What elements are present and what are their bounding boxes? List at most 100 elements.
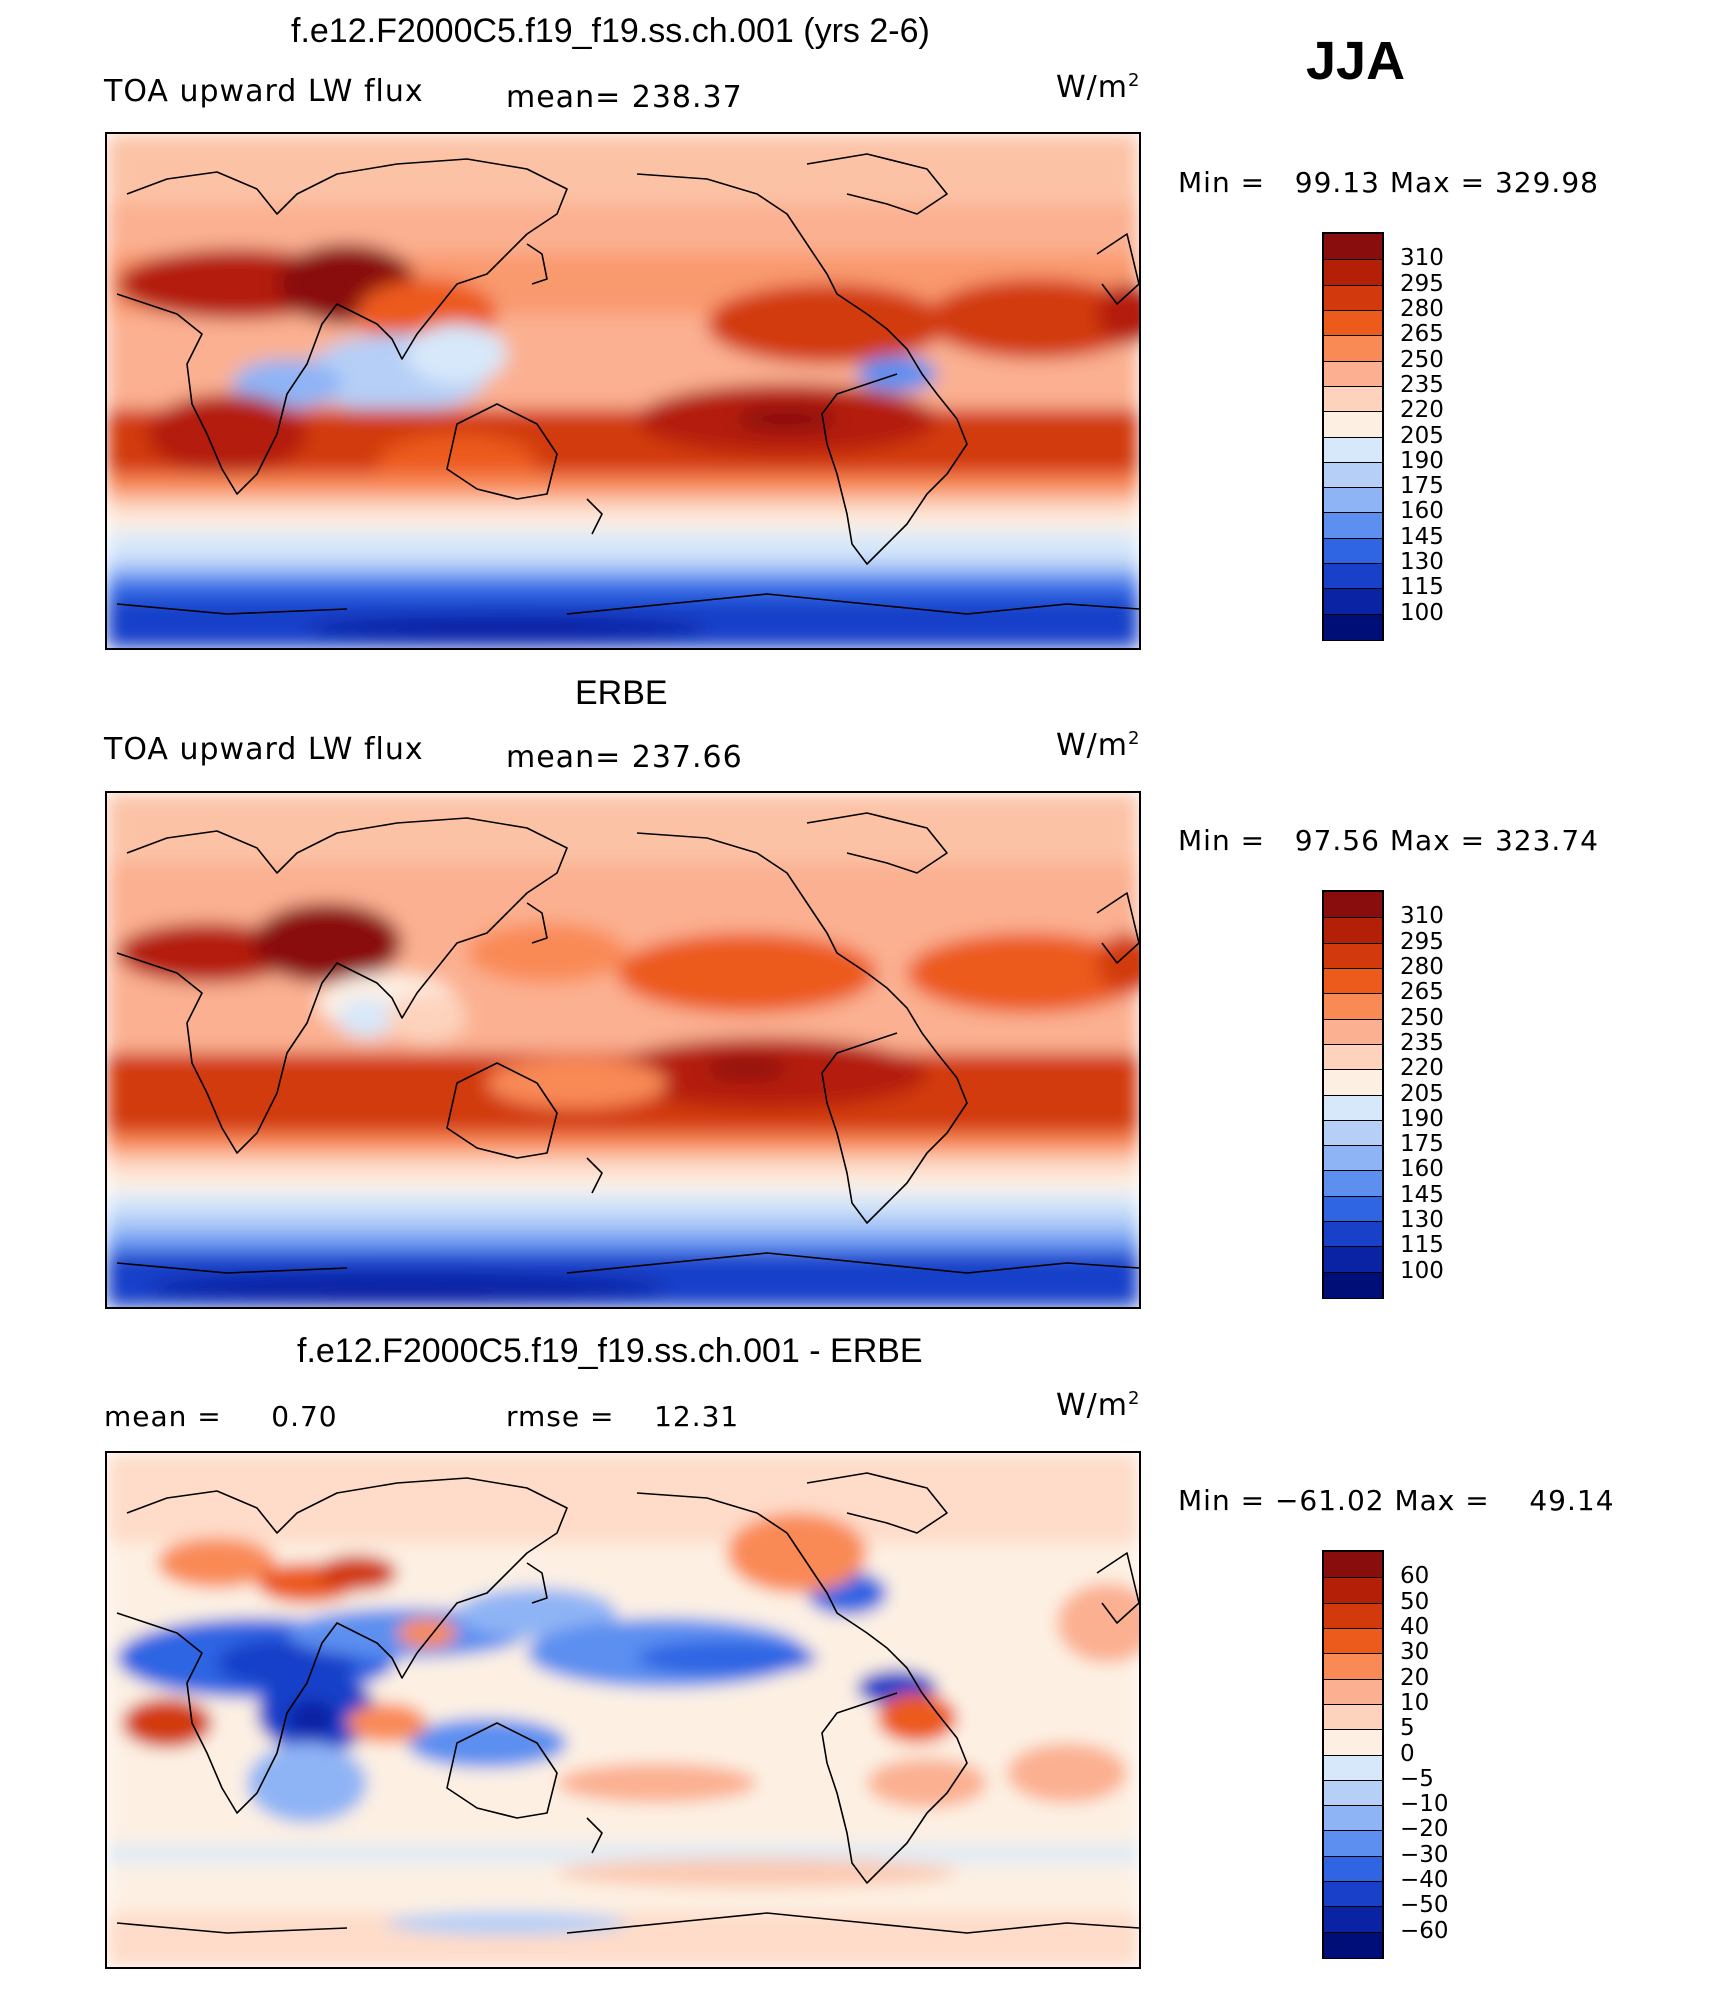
colorbar-tick-label: 145: [1400, 523, 1444, 550]
colorbar-tick-label: 115: [1400, 1232, 1444, 1259]
colorbar-tick-label: 205: [1400, 1080, 1444, 1107]
panel1-map: [105, 132, 1141, 650]
colorbar-segment: [1324, 1043, 1382, 1070]
panel1-min-max: Min = 99.13 Max = 329.98: [1178, 166, 1599, 199]
panel1-coastlines: [116, 153, 1139, 615]
colorbar-segment: [1324, 613, 1382, 640]
colorbar-tick-label: 10: [1400, 1689, 1430, 1716]
colorbar-segment: [1324, 892, 1382, 918]
colorbar-segment: [1324, 309, 1382, 336]
colorbar-segment: [1324, 1221, 1382, 1247]
panel1-colorbar: [1322, 232, 1384, 641]
colorbar-segment: [1324, 461, 1382, 488]
panel2-variable-label: TOA upward LW flux: [104, 732, 424, 767]
colorbar-tick-label: 175: [1400, 473, 1444, 500]
colorbar-segment: [1324, 1653, 1382, 1680]
panel2-colorbar: [1322, 890, 1384, 1299]
panel1-mean-label: mean= 238.37: [506, 80, 743, 115]
colorbar-segment: [1324, 1119, 1382, 1146]
colorbar-tick-label: 220: [1400, 1055, 1444, 1082]
colorbar-tick-label: 295: [1400, 270, 1444, 297]
colorbar-tick-label: −50: [1400, 1892, 1449, 1919]
colorbar-segment: [1324, 1069, 1382, 1095]
colorbar-segment: [1324, 1906, 1382, 1933]
colorbar-segment: [1324, 1145, 1382, 1171]
colorbar-segment: [1324, 1602, 1382, 1629]
colorbar-tick-label: −20: [1400, 1816, 1449, 1843]
season-label: JJA: [1306, 31, 1406, 91]
colorbar-segment: [1324, 1170, 1382, 1197]
colorbar-tick-label: 60: [1400, 1563, 1430, 1590]
panel3-map: [105, 1451, 1141, 1969]
panel3-title: f.e12.F2000C5.f19_f19.ss.ch.001 - ERBE: [297, 1332, 923, 1370]
colorbar-tick-label: 250: [1400, 346, 1444, 373]
colorbar-tick-label: 130: [1400, 1207, 1444, 1234]
colorbar-tick-label: 310: [1400, 245, 1444, 272]
panel1-title: f.e12.F2000C5.f19_f19.ss.ch.001 (yrs 2-6…: [291, 12, 930, 50]
colorbar-segment: [1324, 512, 1382, 539]
colorbar-tick-label: 145: [1400, 1181, 1444, 1208]
colorbar-tick-label: 265: [1400, 979, 1444, 1006]
colorbar-segment: [1324, 1018, 1382, 1045]
colorbar-tick-label: 280: [1400, 295, 1444, 322]
panel2-mean-label: mean= 237.66: [506, 740, 743, 775]
colorbar-tick-label: 295: [1400, 928, 1444, 955]
colorbar-segment: [1324, 1855, 1382, 1882]
colorbar-segment: [1324, 436, 1382, 463]
colorbar-segment: [1324, 284, 1382, 311]
colorbar-tick-label: 190: [1400, 447, 1444, 474]
colorbar-segment: [1324, 1703, 1382, 1730]
panel2-min-max: Min = 97.56 Max = 323.74: [1178, 824, 1599, 857]
colorbar-segment: [1324, 1881, 1382, 1907]
panel3-min-max: Min = −61.02 Max = 49.14: [1178, 1484, 1615, 1517]
colorbar-tick-label: 100: [1400, 1257, 1444, 1284]
colorbar-segment: [1324, 385, 1382, 412]
colorbar-tick-label: 235: [1400, 1029, 1444, 1056]
panel2-title: ERBE: [575, 674, 668, 712]
panel1-variable-label: TOA upward LW flux: [104, 74, 424, 109]
colorbar-tick-label: 5: [1400, 1715, 1415, 1742]
panel1-unit-label: W/m2: [1056, 70, 1141, 105]
colorbar-tick-label: 50: [1400, 1588, 1430, 1615]
colorbar-segment: [1324, 411, 1382, 437]
panel3-rmse-label: rmse = 12.31: [506, 1400, 740, 1433]
colorbar-segment: [1324, 1271, 1382, 1298]
colorbar-tick-label: 280: [1400, 953, 1444, 980]
colorbar-segment: [1324, 234, 1382, 260]
colorbar-segment: [1324, 993, 1382, 1020]
colorbar-segment: [1324, 1931, 1382, 1958]
colorbar-tick-label: 130: [1400, 549, 1444, 576]
colorbar-segment: [1324, 563, 1382, 589]
colorbar-tick-label: 220: [1400, 397, 1444, 424]
colorbar-tick-label: 160: [1400, 498, 1444, 525]
colorbar-segment: [1324, 360, 1382, 387]
colorbar-segment: [1324, 1094, 1382, 1121]
colorbar-tick-label: 0: [1400, 1740, 1415, 1767]
colorbar-segment: [1324, 487, 1382, 513]
colorbar-tick-label: 100: [1400, 599, 1444, 626]
panel3-coastlines: [116, 1472, 1139, 1934]
colorbar-tick-label: 205: [1400, 422, 1444, 449]
colorbar-tick-label: 30: [1400, 1639, 1430, 1666]
colorbar-segment: [1324, 1729, 1382, 1755]
panel2-map: [105, 791, 1141, 1309]
colorbar-tick-label: 250: [1400, 1004, 1444, 1031]
colorbar-tick-label: 190: [1400, 1105, 1444, 1132]
colorbar-segment: [1324, 1805, 1382, 1831]
colorbar-segment: [1324, 1779, 1382, 1806]
colorbar-segment: [1324, 1577, 1382, 1604]
panel3-colorbar: [1322, 1550, 1384, 1959]
panel1-map-svg: [107, 134, 1139, 648]
panel3-mean-label: mean = 0.70: [104, 1400, 338, 1433]
colorbar-segment: [1324, 967, 1382, 994]
colorbar-segment: [1324, 537, 1382, 564]
colorbar-segment: [1324, 1754, 1382, 1781]
colorbar-segment: [1324, 335, 1382, 362]
colorbar-tick-label: 175: [1400, 1131, 1444, 1158]
colorbar-segment: [1324, 1627, 1382, 1654]
panel2-coastlines: [116, 812, 1139, 1274]
colorbar-tick-label: −60: [1400, 1917, 1449, 1944]
colorbar-segment: [1324, 917, 1382, 944]
panel2-map-svg: [107, 793, 1139, 1307]
colorbar-tick-label: 40: [1400, 1613, 1430, 1640]
